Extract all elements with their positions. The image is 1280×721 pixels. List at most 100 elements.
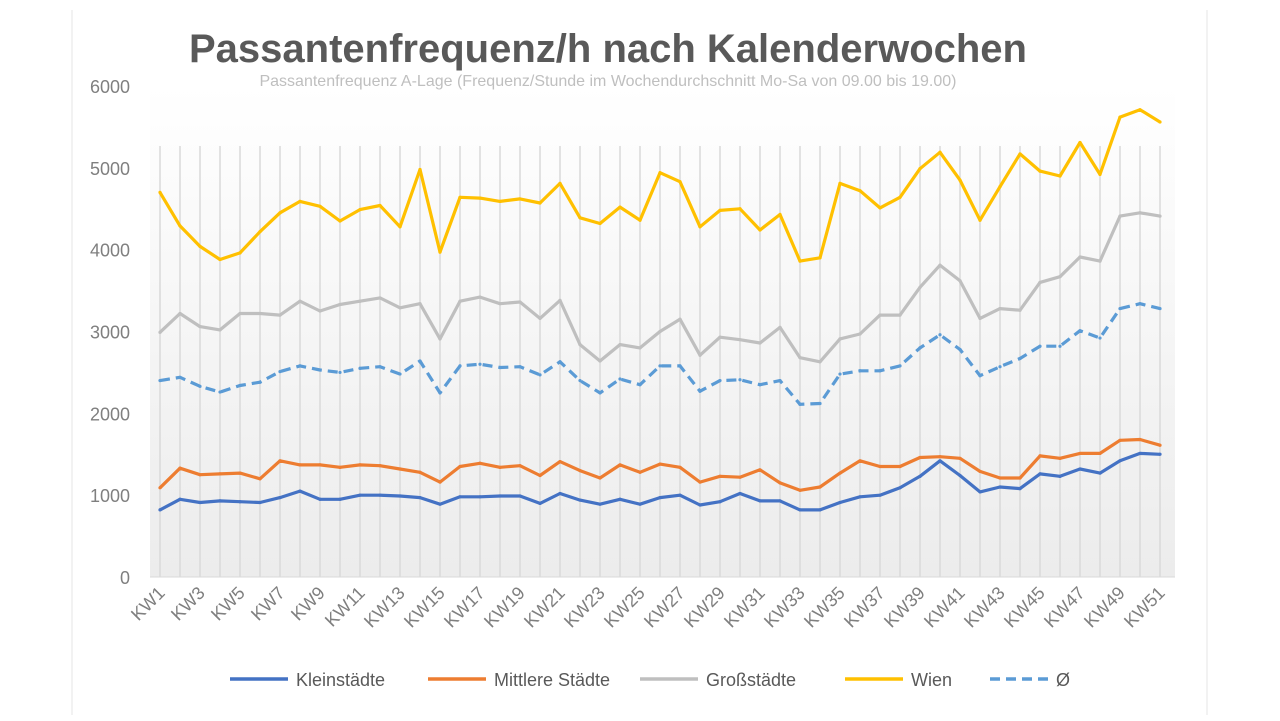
data-point bbox=[198, 384, 202, 388]
data-point bbox=[618, 342, 622, 347]
x-tick-label: KW19 bbox=[480, 583, 529, 632]
data-point bbox=[858, 369, 862, 373]
x-tick-label: KW7 bbox=[247, 583, 289, 625]
data-point bbox=[198, 500, 202, 505]
data-point bbox=[178, 224, 182, 228]
data-point bbox=[638, 470, 642, 474]
data-point bbox=[878, 464, 882, 469]
data-point bbox=[438, 480, 442, 484]
data-point bbox=[778, 499, 782, 503]
data-point bbox=[1158, 120, 1162, 124]
data-point bbox=[478, 196, 482, 200]
y-tick-label: 5000 bbox=[90, 159, 130, 179]
data-point bbox=[678, 180, 682, 184]
data-point bbox=[798, 488, 802, 492]
data-point bbox=[238, 251, 242, 255]
data-point bbox=[658, 171, 662, 175]
data-point bbox=[358, 299, 362, 303]
data-point bbox=[438, 391, 442, 395]
data-point bbox=[318, 204, 322, 208]
x-tick-label: KW35 bbox=[800, 583, 849, 632]
data-point bbox=[298, 463, 302, 467]
data-point bbox=[998, 476, 1002, 480]
data-point bbox=[538, 316, 542, 321]
data-point bbox=[998, 306, 1002, 311]
data-point bbox=[698, 389, 702, 393]
data-point bbox=[698, 353, 702, 357]
x-tick-label: KW49 bbox=[1080, 583, 1129, 632]
data-point bbox=[658, 462, 662, 466]
y-tick-label: 6000 bbox=[90, 77, 130, 97]
data-point bbox=[778, 481, 782, 485]
data-point bbox=[1018, 356, 1022, 361]
data-point bbox=[738, 207, 742, 211]
data-point bbox=[1098, 336, 1102, 340]
data-point bbox=[718, 474, 722, 478]
data-point bbox=[638, 218, 642, 222]
x-tick-label: KW27 bbox=[640, 583, 689, 632]
data-point bbox=[1138, 211, 1142, 215]
data-point bbox=[1078, 255, 1082, 259]
data-point bbox=[498, 302, 502, 306]
data-point bbox=[298, 299, 302, 303]
data-point bbox=[678, 364, 682, 368]
data-point bbox=[558, 181, 562, 185]
data-point bbox=[158, 330, 162, 334]
data-point bbox=[1078, 329, 1082, 333]
data-point bbox=[218, 328, 222, 332]
legend-label: Wien bbox=[911, 670, 952, 690]
data-point bbox=[698, 503, 702, 507]
gridlines bbox=[150, 146, 1175, 578]
data-point bbox=[638, 346, 642, 350]
data-point bbox=[198, 473, 202, 477]
data-point bbox=[1038, 169, 1042, 173]
data-point bbox=[238, 383, 242, 388]
data-point bbox=[598, 359, 602, 363]
legend-item: Wien bbox=[845, 670, 952, 690]
data-point bbox=[278, 211, 282, 215]
data-point bbox=[1138, 437, 1142, 442]
data-point bbox=[1118, 459, 1122, 463]
data-point bbox=[518, 494, 522, 498]
data-point bbox=[858, 332, 862, 336]
x-tick-label: KW47 bbox=[1040, 583, 1089, 632]
data-point bbox=[458, 495, 462, 499]
data-point bbox=[1058, 174, 1062, 178]
x-tick-label: KW41 bbox=[920, 583, 969, 632]
data-point bbox=[758, 499, 762, 503]
data-point bbox=[418, 470, 422, 474]
data-point bbox=[838, 471, 842, 475]
data-point bbox=[238, 311, 242, 316]
data-point bbox=[538, 201, 542, 205]
data-point bbox=[438, 502, 442, 506]
data-point bbox=[738, 491, 742, 496]
data-point bbox=[478, 295, 482, 299]
data-point bbox=[318, 309, 322, 313]
data-point bbox=[978, 316, 982, 321]
data-point bbox=[898, 464, 902, 469]
data-point bbox=[598, 476, 602, 480]
data-point bbox=[798, 402, 802, 406]
data-point bbox=[1018, 476, 1022, 480]
data-point bbox=[1038, 280, 1042, 284]
data-point bbox=[538, 501, 542, 505]
data-point bbox=[398, 467, 402, 471]
legend-item: Ø bbox=[990, 670, 1070, 690]
data-point bbox=[898, 364, 902, 368]
x-tick-label: KW15 bbox=[400, 583, 449, 632]
data-point bbox=[978, 218, 982, 222]
series-line-5 bbox=[159, 302, 1161, 406]
data-point bbox=[818, 401, 822, 406]
data-point bbox=[1158, 306, 1162, 311]
data-point bbox=[358, 463, 362, 467]
data-point bbox=[858, 189, 862, 193]
x-tick-label: KW3 bbox=[167, 583, 209, 625]
data-point bbox=[458, 195, 462, 199]
data-point bbox=[1138, 451, 1142, 456]
data-point bbox=[958, 347, 962, 352]
data-point bbox=[558, 360, 562, 364]
x-tick-label: KW37 bbox=[840, 583, 889, 632]
data-point bbox=[178, 497, 182, 501]
data-point bbox=[778, 325, 782, 330]
data-point bbox=[278, 496, 282, 500]
